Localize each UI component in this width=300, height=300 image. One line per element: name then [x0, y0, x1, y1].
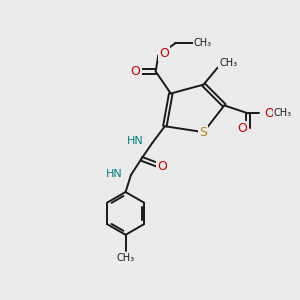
Text: HN: HN: [106, 169, 123, 178]
Text: S: S: [200, 126, 208, 139]
Text: HN: HN: [127, 136, 144, 146]
Text: CH₃: CH₃: [219, 58, 237, 68]
Text: CH₃: CH₃: [274, 108, 292, 118]
Text: O: O: [131, 65, 140, 78]
Text: O: O: [157, 160, 167, 172]
Text: CH₃: CH₃: [194, 38, 212, 48]
Text: CH₃: CH₃: [116, 253, 135, 263]
Text: O: O: [159, 47, 169, 60]
Text: O: O: [264, 107, 274, 120]
Text: O: O: [237, 122, 247, 135]
